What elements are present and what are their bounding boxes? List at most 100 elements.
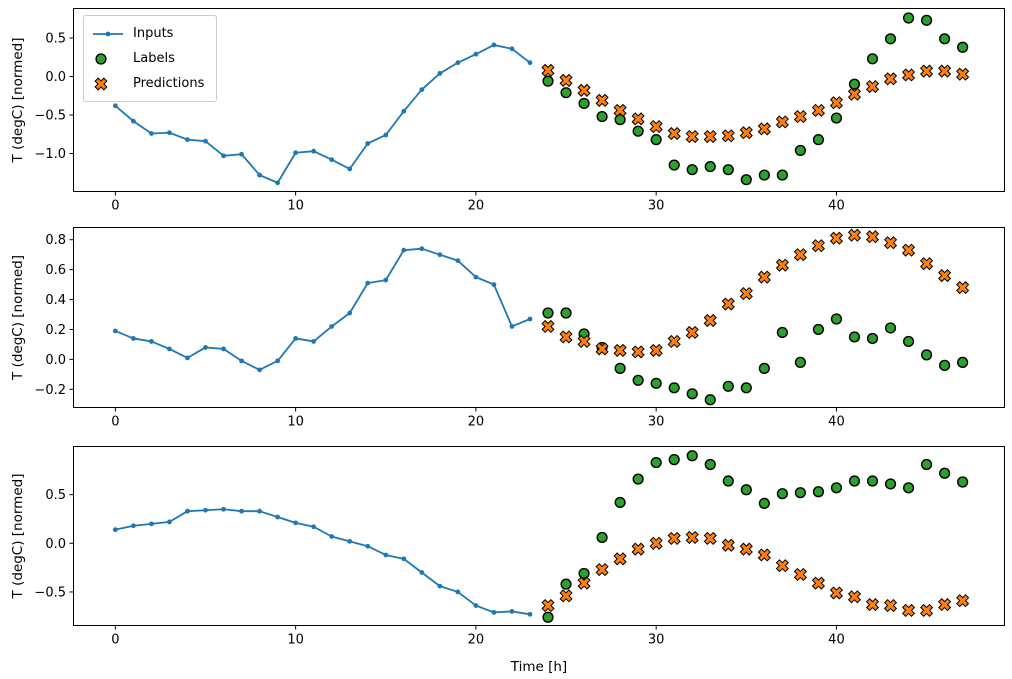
inputs-point-marker xyxy=(275,358,281,364)
predictions-x-marker xyxy=(956,67,970,81)
predictions-x-marker xyxy=(631,345,645,359)
labels-circle-marker xyxy=(920,458,933,471)
labels-circle-marker xyxy=(830,112,843,124)
labels-circle-marker xyxy=(776,326,788,339)
predictions-x-marker xyxy=(667,126,681,141)
labels-circle-marker xyxy=(668,454,680,466)
labels-circle-marker xyxy=(614,362,626,374)
y-tick-label: 0.5 xyxy=(45,488,66,503)
predictions-x-marker xyxy=(595,342,609,356)
inputs-point-marker xyxy=(509,609,515,614)
inputs-point-marker xyxy=(491,282,497,287)
predictions-x-marker xyxy=(883,72,898,86)
inputs-point-marker xyxy=(293,336,299,341)
labels-circle-marker xyxy=(542,611,554,623)
labels-circle-marker xyxy=(794,487,806,499)
labels-circle-marker xyxy=(560,307,572,319)
labels-circle-marker xyxy=(848,331,861,343)
inputs-point-marker xyxy=(473,51,479,57)
predictions-x-marker xyxy=(901,243,916,257)
predictions-x-marker xyxy=(541,598,555,613)
inputs-point-marker xyxy=(419,570,425,575)
predictions-x-marker xyxy=(938,269,952,283)
inputs-point-marker xyxy=(203,507,208,513)
predictions-x-marker xyxy=(559,330,573,344)
inputs-point-marker xyxy=(383,132,389,138)
inputs-point-marker xyxy=(221,506,226,512)
inputs-point-marker xyxy=(239,358,244,364)
labels-circle-marker xyxy=(578,567,590,580)
inputs-point-marker xyxy=(473,274,479,280)
labels-circle-marker xyxy=(902,335,915,348)
predictions-x-marker xyxy=(577,83,591,97)
inputs-point-marker xyxy=(347,310,353,316)
legend-item-labels: Labels xyxy=(91,46,204,71)
predictions-x-marker xyxy=(793,109,807,124)
labels-circle-marker xyxy=(632,125,644,137)
inputs-point-marker xyxy=(221,346,226,352)
inputs-point-marker xyxy=(185,137,190,143)
labels-circle-marker xyxy=(758,362,770,374)
predictions-x-marker xyxy=(793,567,807,582)
series-predictions xyxy=(541,63,970,144)
predictions-x-marker xyxy=(757,548,771,562)
labels-circle-marker xyxy=(560,578,572,590)
legend-item-inputs: Inputs xyxy=(91,21,204,46)
labels-circle-marker xyxy=(668,382,680,394)
plot-area xyxy=(112,12,970,186)
x-tick-label: 30 xyxy=(648,199,665,214)
x-tick-label: 10 xyxy=(287,415,304,430)
labels-circle-marker xyxy=(866,475,879,487)
circle-marker-icon xyxy=(95,52,107,65)
x-tick-label: 0 xyxy=(111,415,119,430)
inputs-line xyxy=(115,247,531,371)
labels-circle-marker xyxy=(957,476,969,488)
x-axis-label: Time [h] xyxy=(510,659,567,675)
inputs-point-marker xyxy=(419,87,425,93)
predictions-x-marker xyxy=(829,231,844,245)
labels-circle-marker xyxy=(758,169,770,181)
y-tick-label: 0.8 xyxy=(45,233,66,248)
inputs-point-marker xyxy=(167,130,172,136)
x-tick-label: 10 xyxy=(287,633,304,648)
predictions-x-marker xyxy=(829,586,844,600)
labels-circle-marker xyxy=(632,473,644,485)
series-predictions xyxy=(541,530,970,618)
predictions-x-marker xyxy=(577,576,591,590)
y-tick-label: 0.5 xyxy=(45,32,66,47)
inputs-point-marker xyxy=(455,589,461,595)
y-tick-label: 0.0 xyxy=(45,353,66,368)
inputs-point-marker xyxy=(365,280,371,286)
series-predictions xyxy=(541,228,970,359)
predictions-x-marker xyxy=(847,228,862,242)
predictions-x-marker xyxy=(685,325,699,340)
labels-circle-marker xyxy=(542,307,554,319)
predictions-x-marker xyxy=(739,126,753,140)
labels-circle-marker xyxy=(794,144,806,157)
x-tick-label: 30 xyxy=(648,415,665,430)
labels-circle-marker xyxy=(704,458,716,471)
inputs-point-marker xyxy=(167,346,172,352)
predictions-x-marker xyxy=(811,103,825,117)
labels-circle-marker xyxy=(776,488,788,500)
labels-circle-marker xyxy=(632,374,644,386)
predictions-x-marker xyxy=(757,270,771,284)
legend-item-predictions: Predictions xyxy=(91,71,204,96)
predictions-x-marker xyxy=(631,542,645,556)
line-dot-icon xyxy=(93,31,123,36)
predictions-x-marker xyxy=(847,590,862,604)
labels-circle-marker xyxy=(740,382,752,394)
inputs-point-marker xyxy=(275,514,281,520)
labels-circle-marker xyxy=(939,359,951,371)
predictions-x-marker xyxy=(865,79,880,94)
labels-circle-marker xyxy=(776,169,788,181)
y-tick-label: 0.2 xyxy=(45,323,66,338)
predictions-x-marker xyxy=(920,257,934,271)
predictions-x-marker xyxy=(703,531,717,546)
inputs-point-marker xyxy=(257,367,262,373)
x-tick-label: 40 xyxy=(828,633,845,648)
labels-circle-marker xyxy=(614,114,626,126)
labels-circle-marker xyxy=(939,467,951,479)
y-tick-label: 0.0 xyxy=(45,537,66,552)
labels-circle-marker xyxy=(957,41,969,53)
